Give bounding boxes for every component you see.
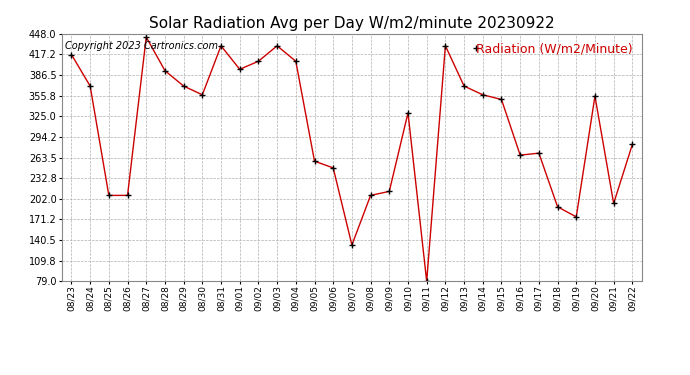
Line: Radiation (W/m2/Minute): Radiation (W/m2/Minute) [68,34,635,285]
Radiation (W/m2/Minute) [142,35,150,39]
Radiation (W/m2/Minute) [385,189,393,194]
Radiation (W/m2/Minute) [255,59,263,63]
Radiation (W/m2/Minute) [535,151,543,155]
Radiation (W/m2/Minute) [235,67,244,72]
Radiation (W/m2/Minute) [292,59,300,63]
Radiation (W/m2/Minute) [86,84,95,88]
Radiation (W/m2/Minute) [479,93,487,97]
Radiation (W/m2/Minute) [124,193,132,198]
Radiation (W/m2/Minute) [179,84,188,88]
Radiation (W/m2/Minute) [497,97,506,102]
Radiation (W/m2/Minute) [441,44,449,48]
Title: Solar Radiation Avg per Day W/m2/minute 20230922: Solar Radiation Avg per Day W/m2/minute … [149,16,555,31]
Radiation (W/m2/Minute) [310,159,319,164]
Radiation (W/m2/Minute) [628,142,636,147]
Radiation (W/m2/Minute) [553,204,562,209]
Radiation (W/m2/Minute) [460,84,469,88]
Radiation (W/m2/Minute) [105,193,113,198]
Radiation (W/m2/Minute) [572,214,580,219]
Radiation (W/m2/Minute) [404,111,412,115]
Text: Copyright 2023 Cartronics.com: Copyright 2023 Cartronics.com [65,41,218,51]
Radiation (W/m2/Minute) [68,52,76,57]
Radiation (W/m2/Minute) [591,94,599,98]
Radiation (W/m2/Minute) [161,68,169,73]
Radiation (W/m2/Minute) [198,93,206,97]
Radiation (W/m2/Minute) [329,166,337,170]
Radiation (W/m2/Minute) [348,243,356,247]
Legend: Radiation (W/m2/Minute): Radiation (W/m2/Minute) [471,38,638,60]
Radiation (W/m2/Minute) [217,44,225,48]
Radiation (W/m2/Minute) [366,193,375,198]
Radiation (W/m2/Minute) [422,279,431,284]
Radiation (W/m2/Minute) [273,44,282,48]
Radiation (W/m2/Minute) [516,153,524,158]
Radiation (W/m2/Minute) [609,201,618,206]
